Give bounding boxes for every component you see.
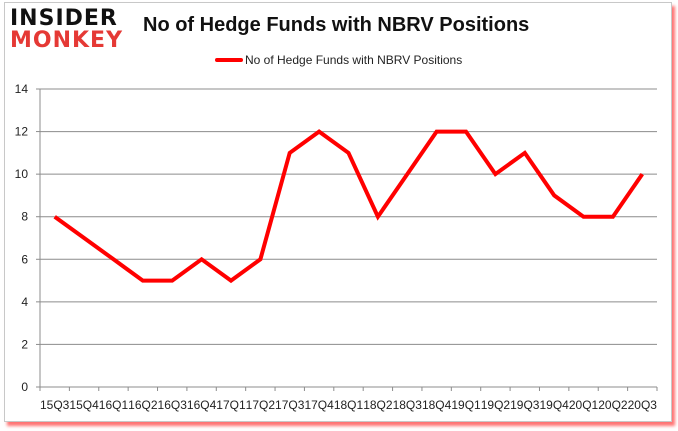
x-tick-label: 18Q3 bbox=[393, 398, 423, 412]
x-tick-label: 16Q1 bbox=[99, 398, 129, 412]
logo-line-1: INSIDER bbox=[10, 6, 118, 31]
y-tick-label: 4 bbox=[21, 295, 28, 309]
x-axis-ticks: 15Q3 15Q4 16Q1 16Q2 16Q3 16Q4 17Q1 17Q2 17Q3 17Q4… bbox=[39, 387, 658, 412]
y-tick-label: 12 bbox=[15, 125, 29, 139]
y-tick-label: 14 bbox=[15, 82, 29, 96]
axes bbox=[39, 89, 657, 391]
y-tick-label: 8 bbox=[21, 210, 28, 224]
x-tick-label: 20Q1 bbox=[569, 398, 599, 412]
gridlines bbox=[40, 88, 657, 345]
chart-legend: No of Hedge Funds with NBRV Positions bbox=[215, 53, 462, 67]
legend-label: No of Hedge Funds with NBRV Positions bbox=[245, 53, 463, 67]
y-tick-label: 0 bbox=[21, 380, 28, 394]
chart-frame bbox=[4, 2, 672, 422]
x-tick-label: 17Q2 bbox=[246, 398, 276, 412]
x-tick-label: 16Q2 bbox=[128, 398, 158, 412]
logo-line-2: MONKEY bbox=[10, 28, 124, 53]
legend-line-swatch-icon bbox=[215, 58, 243, 62]
y-axis-ticks: 0 2 4 6 8 10 12 14 bbox=[15, 82, 40, 394]
x-tick-label: 16Q4 bbox=[187, 398, 217, 412]
x-tick-label: 15Q4 bbox=[69, 398, 99, 412]
y-tick-label: 10 bbox=[15, 167, 29, 181]
x-tick-label: 20Q3 bbox=[628, 398, 658, 412]
insider-monkey-logo: INSIDER MONKEY bbox=[10, 6, 126, 53]
x-tick-label: 18Q2 bbox=[363, 398, 393, 412]
x-tick-label: 17Q4 bbox=[304, 398, 334, 412]
x-tick-label: 19Q3 bbox=[510, 398, 540, 412]
chart-title: No of Hedge Funds with NBRV Positions bbox=[143, 14, 530, 36]
y-tick-label: 2 bbox=[21, 337, 28, 351]
x-tick-label: 20Q2 bbox=[598, 398, 628, 412]
x-tick-label: 18Q1 bbox=[334, 398, 364, 412]
series-line bbox=[53, 129, 644, 284]
x-tick-label: 16Q3 bbox=[158, 398, 188, 412]
x-tick-label: 19Q4 bbox=[539, 398, 569, 412]
x-tick-label: 15Q3 bbox=[40, 398, 70, 412]
x-tick-label: 17Q3 bbox=[275, 398, 305, 412]
x-tick-label: 17Q1 bbox=[216, 398, 246, 412]
y-tick-label: 6 bbox=[21, 252, 28, 266]
x-tick-label: 19Q1 bbox=[451, 398, 481, 412]
x-tick-label: 19Q2 bbox=[481, 398, 511, 412]
x-tick-label: 18Q4 bbox=[422, 398, 452, 412]
